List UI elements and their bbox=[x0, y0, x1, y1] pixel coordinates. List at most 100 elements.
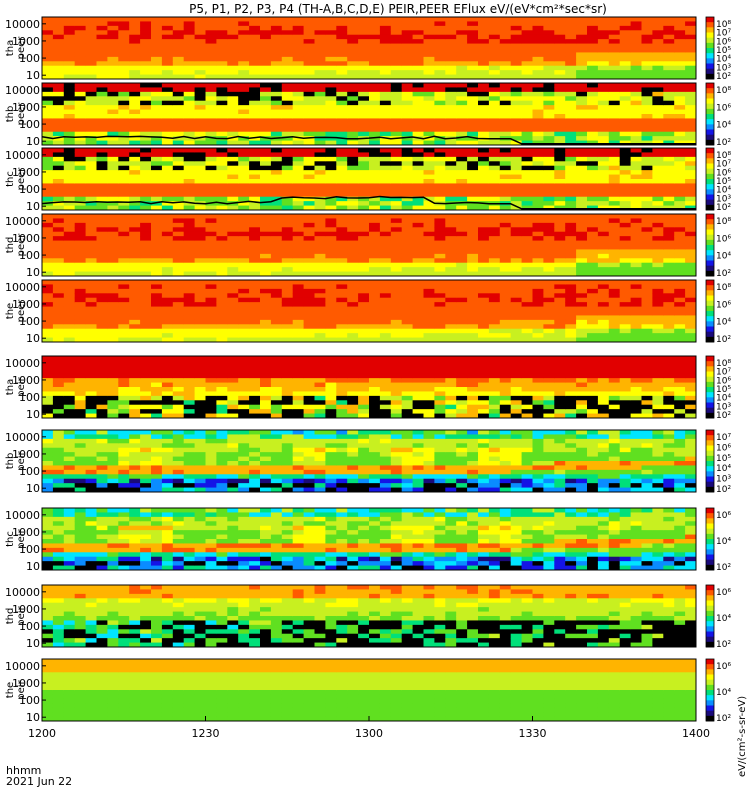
spectrogram-cell bbox=[358, 161, 370, 167]
spectrogram-cell bbox=[325, 288, 337, 294]
spectrogram-cell bbox=[216, 409, 228, 415]
spectrogram-cell bbox=[161, 30, 174, 36]
spectrogram-thd-peer bbox=[42, 214, 697, 277]
colorbar-swatch bbox=[706, 245, 714, 248]
spectrogram-cell bbox=[641, 201, 653, 207]
spectrogram-cell bbox=[151, 179, 163, 184]
spectrogram-cell bbox=[63, 114, 76, 119]
spectrogram-cell bbox=[96, 253, 108, 259]
spectrogram-cell bbox=[303, 65, 315, 71]
spectrogram-cell bbox=[172, 328, 185, 334]
spectrogram-cell bbox=[576, 258, 588, 264]
spectrogram-cell bbox=[663, 214, 675, 219]
spectrogram-cell bbox=[532, 245, 544, 250]
spectrogram-cell bbox=[401, 382, 414, 388]
spectrogram-cell bbox=[96, 249, 108, 255]
spectrogram-cell bbox=[161, 387, 174, 392]
spectrogram-cell bbox=[358, 249, 370, 255]
spectrogram-cell bbox=[608, 170, 621, 176]
spectrogram-cell bbox=[216, 179, 228, 184]
spectrogram-cell bbox=[576, 293, 588, 299]
spectrogram-cell bbox=[467, 288, 479, 294]
spectrogram-cell bbox=[369, 288, 381, 294]
spectrogram-cell bbox=[249, 74, 261, 80]
spectrogram-cell bbox=[445, 105, 457, 111]
spectrogram-cell bbox=[140, 70, 152, 76]
spectrogram-cell bbox=[630, 170, 642, 176]
spectrogram-cell bbox=[488, 302, 501, 308]
spectrogram-cell bbox=[685, 152, 697, 158]
spectrogram-cell bbox=[597, 288, 610, 294]
spectrogram-cell bbox=[260, 240, 272, 246]
spectrogram-cell bbox=[641, 236, 653, 242]
spectrogram-cell bbox=[107, 280, 119, 285]
spectrogram-cell bbox=[401, 400, 414, 406]
spectrogram-cell bbox=[292, 127, 305, 133]
spectrogram-cell bbox=[238, 293, 250, 299]
spectrogram-cell bbox=[587, 61, 599, 67]
spectrogram-cell bbox=[281, 409, 294, 415]
spectrogram-cell bbox=[205, 364, 217, 370]
spectrogram-cell bbox=[74, 391, 87, 397]
spectrogram-cell bbox=[270, 131, 283, 137]
spectrogram-cell bbox=[510, 52, 523, 58]
spectrogram-cell bbox=[129, 87, 141, 93]
spectrogram-cell bbox=[663, 96, 675, 102]
spectrogram-cell bbox=[412, 61, 424, 67]
spectrogram-cell bbox=[292, 328, 305, 334]
spectrogram-cell bbox=[96, 319, 108, 325]
spectrogram-cell bbox=[532, 315, 544, 321]
spectrogram-cell bbox=[336, 201, 348, 207]
spectrogram-cell bbox=[281, 109, 294, 115]
spectrogram-cell bbox=[314, 170, 326, 176]
spectrogram-cell bbox=[172, 65, 185, 71]
spectrogram-cell bbox=[401, 87, 414, 93]
spectrogram-cell bbox=[369, 170, 381, 176]
spectrogram-cell bbox=[379, 201, 392, 207]
spectrogram-cell bbox=[96, 109, 108, 115]
spectrogram-cell bbox=[63, 152, 76, 158]
spectrogram-cell bbox=[281, 297, 294, 303]
spectrogram-cell bbox=[412, 70, 424, 76]
spectrogram-cell bbox=[281, 267, 294, 273]
spectrogram-cell bbox=[488, 306, 501, 312]
spectrogram-cell bbox=[641, 136, 653, 142]
spectrogram-cell bbox=[227, 122, 239, 128]
spectrogram-cell bbox=[358, 382, 370, 388]
spectrogram-cell bbox=[434, 271, 446, 277]
spectrogram-cell bbox=[652, 30, 664, 36]
spectrogram-cell bbox=[401, 297, 414, 303]
spectrogram-cell bbox=[336, 280, 348, 285]
spectrogram-cell bbox=[238, 391, 250, 397]
spectrogram-cell bbox=[412, 34, 424, 40]
spectrogram-cell bbox=[641, 258, 653, 264]
spectrogram-cell bbox=[478, 56, 490, 62]
spectrogram-cell bbox=[63, 324, 76, 330]
spectrogram-cell bbox=[107, 56, 119, 62]
spectrogram-cell bbox=[390, 280, 403, 285]
spectrogram-cell bbox=[281, 302, 294, 308]
spectrogram-cell bbox=[292, 65, 305, 71]
spectrogram-cell bbox=[543, 65, 555, 71]
spectrogram-cell bbox=[172, 30, 185, 36]
spectrogram-cell bbox=[140, 65, 152, 71]
spectrogram-cell bbox=[249, 114, 261, 119]
spectrogram-cell bbox=[194, 118, 206, 124]
spectrogram-cell bbox=[488, 192, 501, 198]
spectrogram-cell bbox=[478, 100, 490, 106]
panel-tha-peir: 10000100010010thapeir10⁸10⁷10⁶10⁵10⁴10³1… bbox=[5, 355, 731, 421]
spectrogram-cell bbox=[347, 284, 359, 290]
spectrogram-cell bbox=[270, 293, 283, 299]
spectrogram-cell bbox=[488, 249, 501, 255]
spectrogram-cell bbox=[390, 122, 403, 128]
colorbar-tick-label: 10⁴ bbox=[716, 252, 731, 262]
spectrogram-cell bbox=[467, 122, 479, 128]
y-tick-label: 1000 bbox=[12, 35, 40, 48]
spectrogram-cell bbox=[270, 297, 283, 303]
spectrogram-cell bbox=[358, 96, 370, 102]
spectrogram-cell bbox=[390, 100, 403, 106]
spectrogram-cell bbox=[423, 91, 435, 97]
spectrogram-cell bbox=[521, 131, 533, 137]
spectrogram-cell bbox=[270, 333, 283, 339]
colorbar-swatch bbox=[706, 184, 714, 188]
